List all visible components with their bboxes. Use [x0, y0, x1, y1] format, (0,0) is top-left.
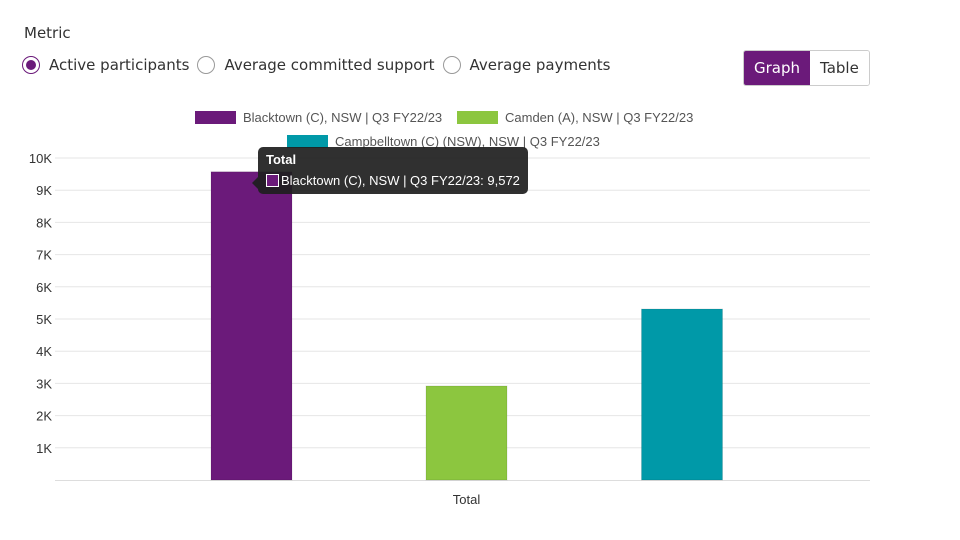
radio-label: Average payments	[469, 56, 611, 74]
radio-active-participants[interactable]: Active participants	[22, 56, 189, 74]
view-toggle: Graph Table	[743, 50, 870, 86]
radio-average-payments[interactable]: Average payments	[442, 56, 611, 74]
metric-radio-group: Active participants Average committed su…	[22, 56, 619, 74]
legend-swatch	[287, 135, 328, 148]
legend-swatch	[457, 111, 498, 124]
bar-2	[641, 308, 723, 481]
y-tick-label: 10K	[29, 151, 52, 166]
legend-label: Blacktown (C), NSW | Q3 FY22/23	[243, 110, 442, 125]
radio-checked-icon	[22, 56, 40, 74]
radio-label: Average committed support	[224, 56, 435, 74]
y-tick-label: 5K	[36, 312, 52, 327]
bar-1	[425, 385, 508, 481]
radio-label: Active participants	[49, 56, 190, 74]
x-tick-label: Total	[453, 492, 481, 507]
legend-label: Campbelltown (C) (NSW), NSW | Q3 FY22/23	[335, 134, 600, 149]
radio-average-committed-support[interactable]: Average committed support	[197, 56, 435, 74]
legend-swatch	[195, 111, 236, 124]
y-tick-label: 8K	[36, 215, 52, 230]
tooltip-text: Blacktown (C), NSW | Q3 FY22/23: 9,572	[281, 173, 520, 188]
legend-label: Camden (A), NSW | Q3 FY22/23	[505, 110, 693, 125]
tooltip-title: Total	[266, 152, 297, 167]
graph-button[interactable]: Graph	[744, 51, 811, 85]
y-tick-label: 3K	[36, 376, 52, 391]
bar-0	[210, 171, 293, 481]
y-tick-label: 7K	[36, 248, 52, 263]
y-tick-label: 2K	[36, 409, 52, 424]
y-tick-label: 4K	[36, 344, 52, 359]
table-button[interactable]: Table	[810, 51, 869, 85]
tooltip: Total Blacktown (C), NSW | Q3 FY22/23: 9…	[252, 147, 528, 194]
y-tick-label: 9K	[36, 183, 52, 198]
metric-label: Metric	[24, 24, 71, 42]
radio-unchecked-icon	[197, 56, 216, 74]
tooltip-swatch	[266, 174, 279, 187]
y-tick-label: 1K	[36, 441, 52, 456]
radio-unchecked-icon	[442, 56, 461, 74]
y-tick-label: 6K	[36, 280, 52, 295]
